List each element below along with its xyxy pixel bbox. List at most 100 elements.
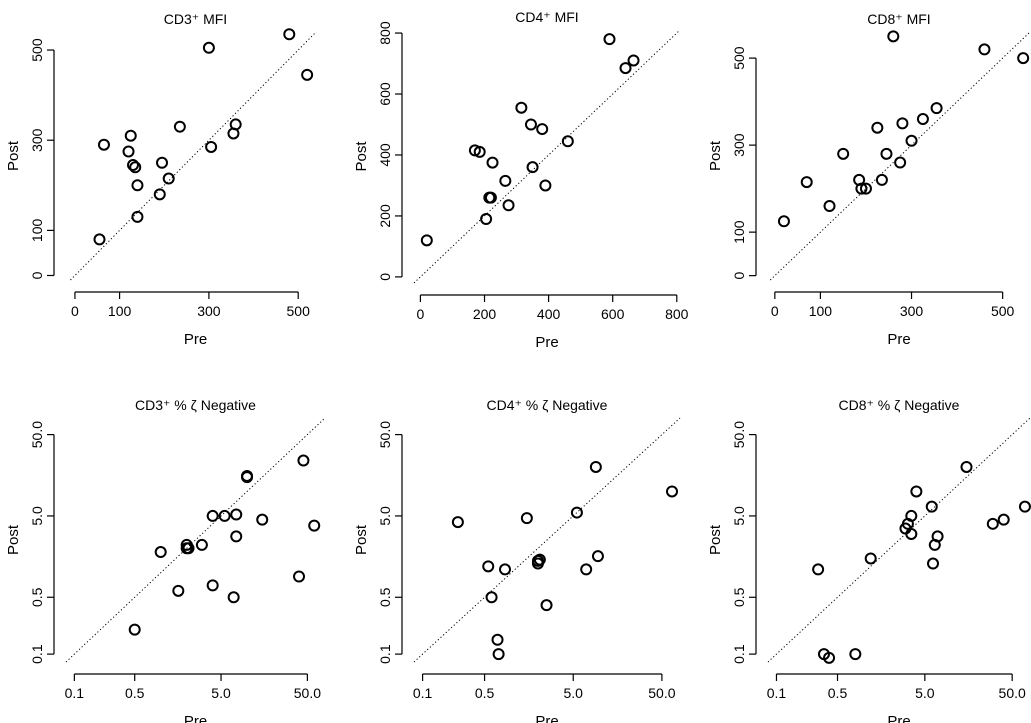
panel-3-x-tick-label: 500 [991,303,1015,319]
panel-3-data-point [871,121,884,134]
panel-2-x-tick-label: 800 [665,306,689,322]
panel-5-data-point [589,460,602,473]
panel-6-data-point [997,513,1010,526]
panel-5-data-point [570,506,583,519]
panel-2-data-point [420,234,433,247]
panel-1-y-tick-label: 500 [29,38,45,62]
panel-3-y-tick-label: 300 [731,133,747,157]
panel-5-data-point [451,516,464,529]
panel-2-y-tick-label: 800 [377,21,393,45]
panel-1-data-point [229,118,242,131]
panel-5-data-point [666,485,679,498]
panel-6-data-point [931,530,944,543]
panel-2-y-tick-label: 200 [377,204,393,228]
panel-6-data-point [960,460,973,473]
panel-5-x-tick-label: 5.0 [564,685,584,701]
panel-4-data-point [297,454,310,467]
panel-4-data-point [230,530,243,543]
panel-2-y-axis-label: Post [353,141,370,172]
panel-4-data-point [206,509,219,522]
panel-2-data-point [536,123,549,136]
panel-6-x-tick-label: 0.5 [828,685,848,701]
panel-2-x-tick-label: 600 [601,306,625,322]
panel-3-data-point [837,147,850,160]
panel-3-identity-line [769,31,1031,281]
panel-6-data-point [905,527,918,540]
panel-1-data-point [124,129,137,142]
panel-5-identity-line [413,417,681,663]
panel-6-data-point [986,517,999,530]
panel-5-data-point [520,512,533,525]
panel-4-data-point [154,546,167,559]
panel-1-data-point [283,28,296,41]
panel-2-title: CD4⁺ MFI [515,9,578,25]
panel-1-y-axis-label: Post [5,140,22,171]
panel-4-y-tick-label: 50.0 [29,421,45,448]
panel-3-x-tick-label: 0 [771,303,779,319]
panel-4-data-point [182,542,195,555]
panel-1-data-point [126,159,139,172]
panel-2-x-axis-label: Pre [535,334,558,351]
panel-1-data-point [93,233,106,246]
panel-3-data-point [916,113,929,126]
panel-1-data-point [173,120,186,133]
panel-1-x-axis-label: Pre [184,331,207,348]
panel-2-data-point [526,161,539,174]
panel-1-data-point [122,145,135,158]
panel-3-x-tick-label: 300 [900,303,924,319]
panel-4-data-point [206,579,219,592]
panel-6-data-point [823,651,836,664]
panel-6-y-axis-label: Post [707,524,724,555]
panel-3-y-tick-label: 0 [731,272,747,280]
panel-1-y-tick-label: 300 [29,128,45,152]
panel-5-x-tick-label: 0.5 [475,685,495,701]
panel-3-data-point [896,117,909,130]
panel-4-data-point [195,538,208,551]
panel-3-x-tick-label: 100 [809,303,833,319]
panel-3-data-point [894,156,907,169]
panel-5-x-tick-label: 50.0 [648,685,675,701]
panel-1-data-point [131,179,144,192]
panel-4-y-tick-label: 0.1 [29,644,45,664]
panel-1-x-tick-label: 300 [197,303,221,319]
panel-5-y-tick-label: 0.5 [377,587,393,607]
panel-5-data-point [580,563,593,576]
panel-5-data-point [591,550,604,563]
panel-1-data-point [129,161,142,174]
panel-6-x-tick-label: 5.0 [915,685,935,701]
panel-1-data-point [153,188,166,201]
panel-6-data-point [1018,500,1031,513]
panel-2-data-point [480,212,493,225]
panel-5-x-axis-label: Pre [535,713,558,723]
panel-6-y-tick-label: 0.5 [731,587,747,607]
panel-3-data-point [930,102,943,115]
panel-2-data-point [484,191,497,204]
panel-3-title: CD8⁺ MFI [867,11,930,27]
panel-2-data-point [524,118,537,131]
panel-5-title: CD4⁺ % ζ Negative [487,397,608,413]
panel-1-y-tick-label: 0 [29,271,45,279]
panel-6-y-tick-label: 50.0 [731,421,747,448]
panel-5-data-point [540,599,553,612]
panel-3-data-point [887,30,900,43]
panel-1-data-point [205,140,218,153]
panel-3-data-point [880,147,893,160]
panel-6-data-point [925,500,938,513]
panel-4-title: CD3⁺ % ζ Negative [135,397,256,413]
panel-4-data-point [230,508,243,521]
panel-5-y-tick-label: 0.1 [377,644,393,664]
panel-4-x-tick-label: 50.0 [294,685,321,701]
panel-3-x-axis-label: Pre [887,331,910,348]
panel-3-data-point [875,173,888,186]
panel-2-x-tick-label: 200 [473,306,497,322]
panel-4-identity-line [65,417,326,663]
panel-2-x-tick-label: 400 [537,306,561,322]
panel-4-data-point [256,513,269,526]
panel-4-x-tick-label: 5.0 [211,685,231,701]
panel-3-data-point [855,182,868,195]
panel-1-x-tick-label: 500 [287,303,311,319]
panel-6-y-tick-label: 0.1 [731,644,747,664]
panel-2-data-point [627,54,640,67]
panel-2-y-tick-label: 400 [377,143,393,167]
panel-3-y-tick-label: 100 [731,220,747,244]
